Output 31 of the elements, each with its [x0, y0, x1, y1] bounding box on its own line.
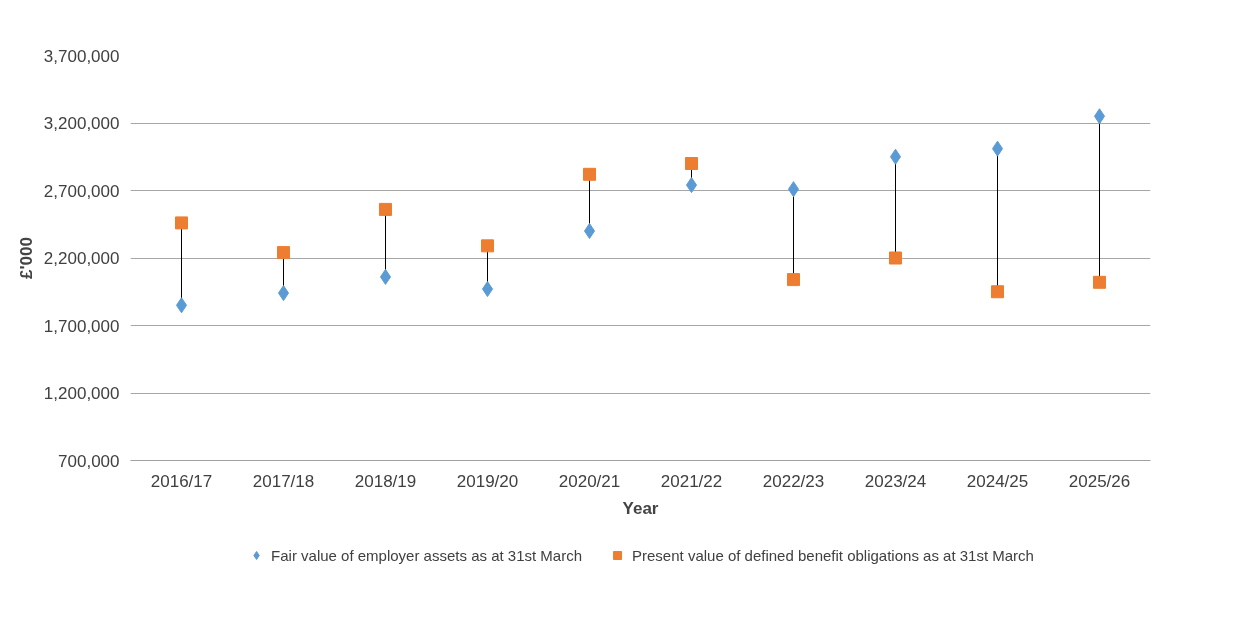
y-tick-label: 2,700,000	[43, 181, 120, 201]
y-axis-title: £'000	[16, 237, 36, 279]
y-tick-label: 1,200,000	[43, 384, 120, 403]
x-tick-label: 2017/18	[252, 471, 315, 491]
point	[685, 157, 698, 170]
point	[481, 239, 494, 253]
y-tick-label: 3,200,000	[43, 114, 120, 133]
y-tick-label: 1,700,000	[43, 316, 120, 336]
y-tick-label: 3,700,000	[43, 46, 120, 66]
x-tick-label: 2018/19	[354, 471, 417, 491]
x-tick-label: 2025/26	[1068, 471, 1131, 491]
x-tick-label: 2024/25	[966, 471, 1029, 491]
x-tick-label: 2016/17	[150, 471, 213, 491]
y-tick-label: 2,200,000	[43, 249, 120, 268]
point	[583, 167, 596, 181]
point	[991, 285, 1004, 299]
point	[175, 216, 188, 230]
x-axis-title: Year	[622, 498, 659, 518]
x-tick-label: 2020/21	[558, 471, 621, 491]
point	[787, 273, 800, 287]
y-tick-label: 700,000	[58, 451, 120, 471]
legend-label: Present value of defined benefit obligations as at 31st March	[632, 546, 1034, 564]
x-tick-label: 2023/24	[864, 471, 927, 491]
point	[379, 202, 392, 216]
point	[1093, 275, 1106, 289]
x-tick-label: 2021/22	[660, 471, 723, 491]
legend-label: Fair value of employer assets as at 31st March	[271, 546, 583, 564]
x-tick-label: 2022/23	[762, 471, 825, 491]
point	[277, 246, 290, 260]
x-tick-label: 2019/20	[456, 471, 519, 491]
point	[889, 251, 902, 265]
